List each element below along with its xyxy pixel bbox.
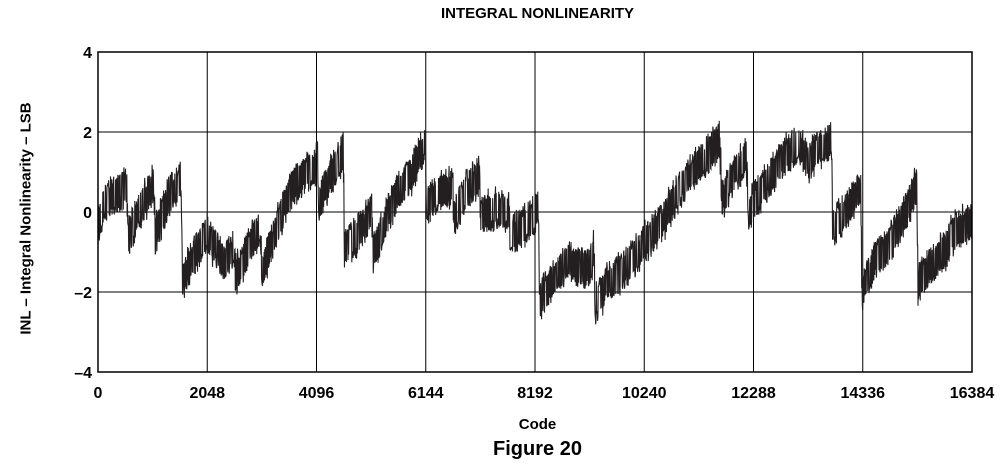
y-tick-label: 2 [83,125,92,142]
x-tick-label: 0 [94,385,103,402]
inl-series-line [97,120,973,325]
x-tick-label: 16384 [950,385,995,402]
y-tick-label: –4 [74,365,92,382]
x-tick-label: 4096 [299,385,335,402]
x-axis-label: Code [518,416,557,433]
x-tick-label: 10240 [622,385,667,402]
y-tick-label: 4 [83,45,92,62]
x-tick-label: 8192 [517,385,553,402]
x-tick-label: 14336 [841,385,886,402]
x-tick-label: 2048 [189,385,225,402]
figure-caption: Figure 20 [493,438,582,460]
plot-frame [97,51,973,373]
y-tick-label: –2 [74,285,92,302]
x-tick-label: 12288 [731,385,776,402]
y-tick-label: 0 [83,205,92,222]
x-tick-label: 6144 [408,385,444,402]
chart-title: INTEGRAL NONLINEARITY [440,5,635,22]
